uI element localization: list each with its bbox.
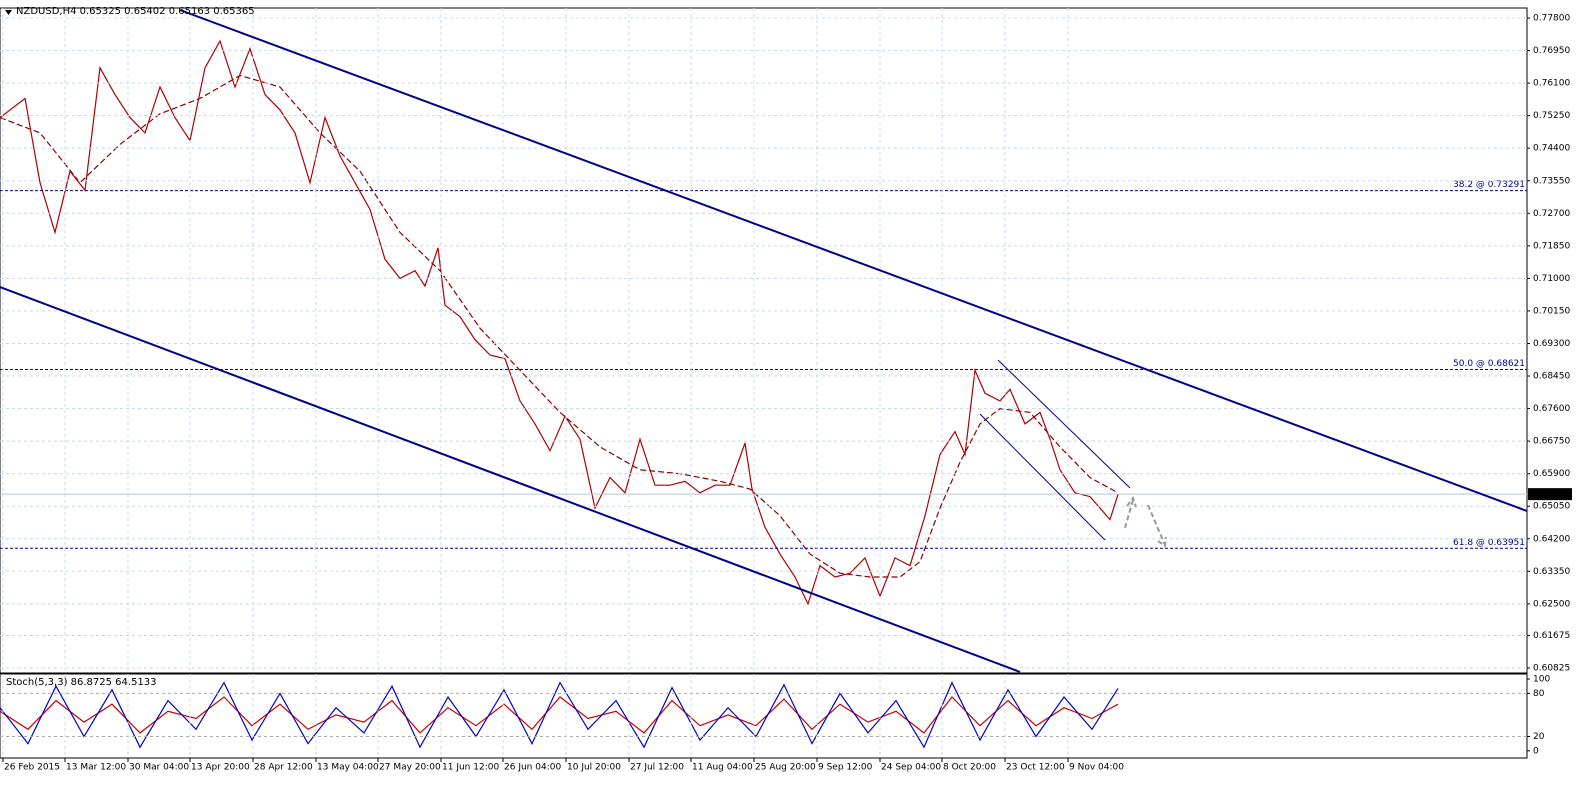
main-panel [0,7,1528,674]
last-price-box [1528,488,1572,501]
x-tick-label: 13 May 04:00 [317,763,379,773]
y-tick-label: 0.70150 [1533,306,1570,316]
y-tick-label: 0.65900 [1533,469,1570,479]
y-tick-label: 0.67600 [1533,404,1570,414]
stoch-panel [0,673,1528,759]
y-tick-label: 80 [1533,689,1545,699]
x-tick-label: 9 Sep 12:00 [818,763,873,773]
x-tick-label: 11 Aug 04:00 [692,763,753,773]
lower-channel [0,286,1021,673]
y-tick-label: 0.61675 [1533,631,1570,641]
y-tick-label: 0.74400 [1533,144,1570,154]
fib-label: 50.0 @ 0.68621 [1453,359,1525,369]
y-tick-label: 0.68450 [1533,372,1570,382]
arrow-up [1124,495,1137,529]
small-channel [979,359,1131,541]
fib-label: 61.8 @ 0.63951 [1453,538,1525,548]
y-tick-label: 0.63350 [1533,567,1570,577]
x-tick-label: 11 Jun 12:00 [442,763,499,773]
series-line [0,696,1119,734]
x-tick-label: 9 Nov 04:00 [1069,763,1124,773]
stoch-title: Stoch(5,3,3) 86.8725 64.5133 [6,677,157,688]
x-tick-label: 30 Mar 04:00 [129,763,189,773]
y-tick-label: 0.76100 [1533,79,1570,89]
x-tick-label: 24 Sep 04:00 [881,763,941,773]
y-tick-label: 0.77800 [1533,14,1570,24]
series-line [0,681,1119,749]
x-tick-label: 26 Jun 04:00 [504,763,561,773]
y-tick-label: 0 [1533,746,1539,756]
header-marker [5,10,12,15]
small-lower [979,413,1106,541]
chart-title: NZDUSD,H4 0.65325 0.65402 0.65163 0.6536… [16,6,255,17]
y-tick-label: 0.71000 [1533,274,1570,284]
y-tick-label: 0.62500 [1533,599,1570,609]
y-tick-label: 20 [1533,732,1545,742]
arrow-down [1147,504,1167,548]
y-tick-label: 0.72700 [1533,209,1570,219]
projection-arrows [1124,495,1167,548]
x-tick-label: 27 May 20:00 [379,763,441,773]
channel-lines [0,9,1528,673]
x-tick-label: 26 Feb 2015 [4,763,60,773]
y-tick-label: 0.73550 [1533,176,1570,186]
y-tick-label: 0.75250 [1533,111,1570,121]
y-tick-label: 0.76950 [1533,46,1570,56]
series-line [0,39,1119,606]
y-tick-label: 0.69300 [1533,339,1570,349]
y-tick-label: 100 [1533,675,1550,685]
x-tick-label: 8 Oct 20:00 [943,763,996,773]
y-tick-label: 0.64200 [1533,534,1570,544]
x-tick-label: 23 Oct 12:00 [1006,763,1065,773]
x-tick-label: 25 Aug 20:00 [755,763,816,773]
series-line [0,74,1119,578]
y-tick-label: 0.60825 [1533,663,1570,673]
x-tick-label: 28 Apr 12:00 [254,763,313,773]
x-tick-label: 13 Apr 20:00 [191,763,250,773]
y-tick-label: 0.65050 [1533,502,1570,512]
small-upper [997,359,1131,489]
x-tick-label: 27 Jul 12:00 [630,763,684,773]
x-tick-label: 13 Mar 12:00 [66,763,126,773]
y-tick-label: 0.66750 [1533,437,1570,447]
y-tick-label: 0.71850 [1533,241,1570,251]
upper-channel [179,9,1528,512]
fib-label: 38.2 @ 0.73291 [1453,180,1525,190]
x-tick-label: 10 Jul 20:00 [567,763,621,773]
